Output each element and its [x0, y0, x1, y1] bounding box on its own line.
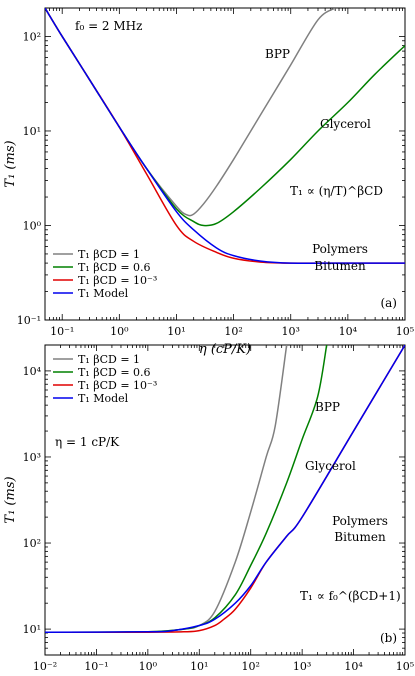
annotation: Polymers [332, 514, 388, 528]
x-tick-label: 10⁰ [139, 660, 158, 673]
x-axis-label: η (cP/K) [199, 342, 251, 357]
y-tick-label: 10¹ [23, 125, 41, 138]
legend-label: T₁ βCD = 1 [78, 248, 140, 261]
series-line-2 [45, 8, 405, 264]
legend-label: T₁ βCD = 0.6 [78, 366, 151, 379]
annotation: Polymers [312, 242, 368, 256]
annotation: (a) [380, 296, 397, 310]
x-tick-label: 10⁻² [33, 660, 57, 673]
x-tick-label: 10⁴ [344, 660, 363, 673]
y-tick-label: 10⁻¹ [17, 314, 41, 327]
x-tick-label: 10³ [282, 325, 300, 338]
y-axis-label: T₁ (ms) [3, 140, 18, 187]
annotation: Bitumen [314, 259, 366, 273]
x-tick-label: 10⁵ [396, 660, 414, 673]
x-tick-label: 10⁵ [396, 325, 414, 338]
legend-label: T₁ βCD = 0.6 [78, 261, 151, 274]
y-tick-label: 10² [23, 537, 41, 550]
annotation: T₁ ∝ (η/T)^βCD [290, 184, 383, 198]
annotation: f₀ = 2 MHz [75, 19, 142, 33]
x-tick-label: 10⁻¹ [84, 660, 108, 673]
annotation: (b) [380, 631, 397, 645]
annotation: BPP [265, 47, 290, 61]
x-tick-label: 10³ [293, 660, 311, 673]
chart-panel-a: 10⁻¹ 10⁰ 10¹ 10² 10³ 10⁴ 10⁵ 10⁻¹ 10⁰ 10¹ 10² η (cP… [3, 7, 414, 357]
annotation: Bitumen [334, 530, 386, 544]
x-tick-label: 10⁰ [110, 325, 129, 338]
legend-label: T₁ Model [78, 392, 129, 405]
x-tick-label: 10⁻¹ [50, 325, 74, 338]
x-tick-label: 10² [242, 660, 260, 673]
x-tick-label: 10¹ [190, 660, 208, 673]
y-tick-label: 10² [23, 30, 41, 43]
legend-label: T₁ Model [78, 287, 129, 300]
annotation: BPP [315, 400, 340, 414]
series-group [45, 345, 405, 633]
y-tick-label: 10⁰ [23, 219, 42, 232]
legend: T₁ βCD = 1T₁ βCD = 0.6T₁ βCD = 10⁻³T₁ Mo… [53, 248, 157, 300]
chart-panel-b: 10⁻²10⁻¹10⁰10¹10²10³10⁴10⁵10¹10²10³10⁴f₀… [3, 344, 414, 673]
legend-label: T₁ βCD = 1 [78, 353, 140, 366]
x-tick-label: 10¹ [167, 325, 185, 338]
y-axis-label: T₁ (ms) [3, 476, 18, 523]
legend: T₁ βCD = 1T₁ βCD = 0.6T₁ βCD = 10⁻³T₁ Mo… [53, 353, 157, 405]
y-tick-label: 10⁴ [23, 365, 42, 378]
annotation: η = 1 cP/K [55, 435, 120, 449]
x-tick-label: 10⁴ [339, 325, 358, 338]
series-group [45, 8, 405, 264]
y-tick-label: 10³ [23, 451, 41, 464]
annotation: T₁ ∝ f₀^(βCD+1) [300, 589, 401, 603]
annotation: Glycerol [320, 117, 371, 131]
series-line-3 [45, 345, 405, 633]
x-tick-label: 10² [224, 325, 242, 338]
plot-frame [44, 344, 406, 656]
y-tick-label: 10¹ [23, 623, 41, 636]
legend-label: T₁ βCD = 10⁻³ [78, 274, 157, 287]
annotation: Glycerol [305, 459, 356, 473]
series-line-3 [45, 8, 405, 264]
legend-label: T₁ βCD = 10⁻³ [78, 379, 157, 392]
